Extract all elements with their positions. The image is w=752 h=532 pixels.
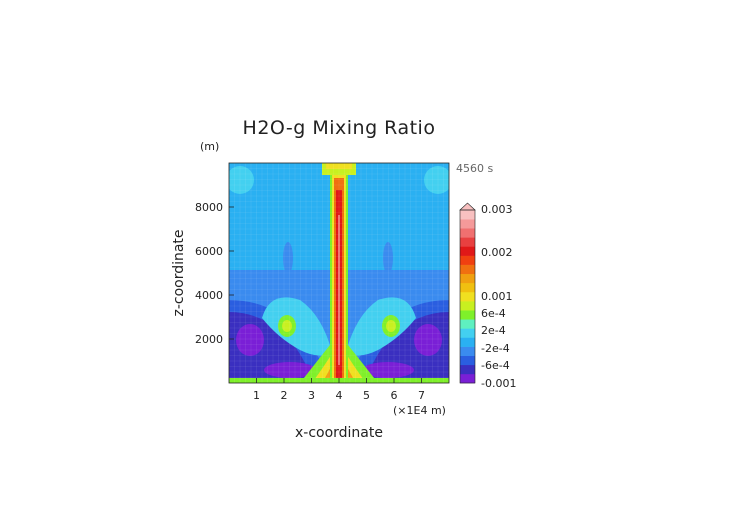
colorbar-swatch-10 xyxy=(460,282,475,293)
colorbar-swatch-3 xyxy=(460,346,475,356)
colorbar-frame xyxy=(459,209,476,384)
y-axis-ticks: 2000 4000 6000 8000 xyxy=(195,201,234,346)
colorbar-swatch-17 xyxy=(460,219,475,229)
colorbar-swatch-12 xyxy=(460,264,475,275)
colorbar-swatch-11 xyxy=(460,273,475,284)
colorbar-label-2: 0.001 xyxy=(481,290,513,303)
x-tick-label-4: 5 xyxy=(363,389,370,402)
colorbar-swatch-15 xyxy=(460,237,475,247)
y-tick-label-3: 8000 xyxy=(195,201,223,214)
x-axis-ticks: 1 2 3 4 5 6 7 xyxy=(253,378,425,402)
colorbar-extend-top xyxy=(459,202,476,211)
x-tick-label-1: 2 xyxy=(281,389,288,402)
field-right-streak xyxy=(383,242,393,274)
colorbar-swatch-14 xyxy=(460,246,475,256)
x-tick-label-6: 7 xyxy=(418,389,425,402)
field-right-purple-low xyxy=(362,362,414,378)
y-tick-label-2: 6000 xyxy=(195,245,223,258)
y-unit-label: (m) xyxy=(200,140,219,153)
chart-title: H2O-g Mixing Ratio xyxy=(243,117,436,139)
x-unit-label: (×1E4 m) xyxy=(393,404,446,417)
field-left-purple-core xyxy=(236,324,264,356)
x-tick-label-2: 3 xyxy=(308,389,315,402)
field-right-wing xyxy=(346,297,416,356)
y-tick-label-0: 2000 xyxy=(195,333,223,346)
colorbar-swatch-8 xyxy=(460,301,475,311)
x-tick-label-0: 1 xyxy=(253,389,260,402)
grid-texture xyxy=(229,163,449,383)
colorbar-swatch-16 xyxy=(460,228,475,238)
field-upper-right-green xyxy=(424,166,449,194)
y-tick-label-1: 4000 xyxy=(195,289,223,302)
field-upper-left-green xyxy=(229,166,254,194)
anvil-top-yellow xyxy=(326,163,352,169)
colorbar-swatch-13 xyxy=(460,255,475,265)
y-axis-label: z-coordinate xyxy=(171,229,187,316)
x-axis-label: x-coordinate xyxy=(295,425,383,441)
colorbar-label-1: 0.002 xyxy=(481,246,513,259)
colorbar-label-3: 6e-4 xyxy=(481,307,506,320)
field-left-wing xyxy=(262,297,332,356)
colorbar-swatch-9 xyxy=(460,291,475,302)
colorbar-swatch-0 xyxy=(460,373,475,384)
colorbar-swatch-1 xyxy=(460,364,475,375)
field-left-streak xyxy=(283,242,293,274)
x-tick-label-3: 4 xyxy=(336,389,343,402)
column-core xyxy=(338,215,340,365)
field-left-yellow-spot xyxy=(282,320,292,332)
colorbar-label-7: -0.001 xyxy=(481,377,516,390)
field-left-purple-low xyxy=(264,362,316,378)
colorbar-label-6: -6e-4 xyxy=(481,359,510,372)
colorbar-swatch-4 xyxy=(460,337,475,347)
field-right-yellow-spot xyxy=(386,320,396,332)
colorbar-label-4: 2e-4 xyxy=(481,324,506,337)
plot-area xyxy=(229,163,449,383)
field-right-purple-core xyxy=(414,324,442,356)
colorbar-swatch-2 xyxy=(460,355,475,366)
colorbar-swatch-6 xyxy=(460,319,475,329)
colorbar: 0.003 0.002 0.001 6e-4 2e-4 -2e-4 -6e-4 -0.001 xyxy=(459,202,516,390)
time-label: 4560 s xyxy=(456,162,493,175)
colorbar-label-5: -2e-4 xyxy=(481,342,510,355)
colorbar-swatch-7 xyxy=(460,310,475,320)
x-tick-label-5: 6 xyxy=(391,389,398,402)
colorbar-swatch-5 xyxy=(460,328,475,338)
colorbar-swatch-18 xyxy=(460,210,475,220)
colorbar-label-0: 0.003 xyxy=(481,203,513,216)
